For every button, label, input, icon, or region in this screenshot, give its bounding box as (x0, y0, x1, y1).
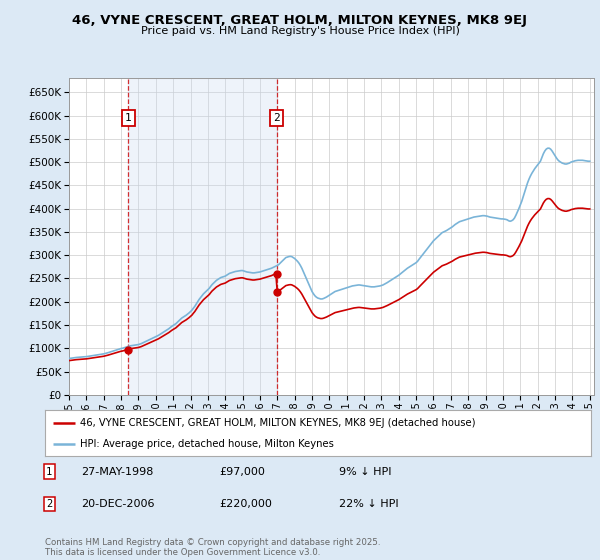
Text: Contains HM Land Registry data © Crown copyright and database right 2025.
This d: Contains HM Land Registry data © Crown c… (45, 538, 380, 557)
Text: 2: 2 (274, 113, 280, 123)
Point (123, 345, 133, 354)
Text: 22% ↓ HPI: 22% ↓ HPI (339, 499, 398, 509)
Text: 27-MAY-1998: 27-MAY-1998 (81, 466, 154, 477)
Point (272, 269, 281, 278)
Text: £97,000: £97,000 (219, 466, 265, 477)
Text: 2: 2 (46, 499, 52, 509)
Text: 1: 1 (125, 113, 131, 123)
Text: 46, VYNE CRESCENT, GREAT HOLM, MILTON KEYNES, MK8 9EJ (detached house): 46, VYNE CRESCENT, GREAT HOLM, MILTON KE… (80, 418, 476, 428)
Text: 46, VYNE CRESCENT, GREAT HOLM, MILTON KEYNES, MK8 9EJ: 46, VYNE CRESCENT, GREAT HOLM, MILTON KE… (73, 14, 527, 27)
Text: 20-DEC-2006: 20-DEC-2006 (81, 499, 155, 509)
Text: 1: 1 (46, 466, 52, 477)
Bar (128, 78, 277, 395)
Text: HPI: Average price, detached house, Milton Keynes: HPI: Average price, detached house, Milt… (80, 439, 334, 449)
Text: £220,000: £220,000 (219, 499, 272, 509)
Point (272, 288, 281, 297)
Text: Price paid vs. HM Land Registry's House Price Index (HPI): Price paid vs. HM Land Registry's House … (140, 26, 460, 36)
Text: 9% ↓ HPI: 9% ↓ HPI (339, 466, 391, 477)
